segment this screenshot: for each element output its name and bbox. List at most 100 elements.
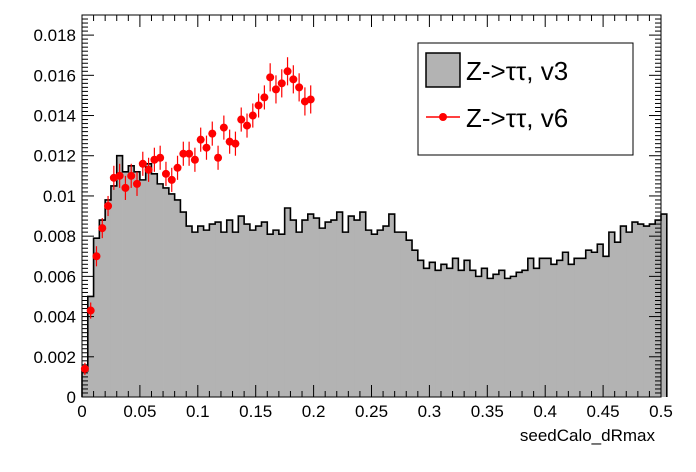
histogram-bar (186, 226, 193, 397)
v6-point (271, 85, 280, 94)
histogram-bar (504, 278, 511, 397)
y-tick-label: 0.012 (33, 147, 76, 166)
histogram-bar (516, 272, 523, 397)
x-tick-label: 0.1 (186, 402, 210, 421)
histogram-bar (284, 208, 291, 397)
histogram-bar (429, 262, 436, 397)
histogram-bar (267, 234, 274, 397)
histogram-bar (400, 232, 407, 397)
x-tick-label: 0.45 (587, 402, 620, 421)
histogram-bar (244, 224, 251, 397)
v6-point (173, 163, 182, 172)
histogram-bar (643, 226, 650, 397)
legend-v3-swatch (425, 52, 461, 88)
histogram-bar (197, 226, 204, 397)
histogram-bar (296, 232, 303, 397)
histogram-bar (545, 258, 552, 397)
histogram-bar (377, 230, 384, 397)
histogram-bar (487, 278, 494, 397)
histogram-bar (522, 270, 529, 397)
histogram-bar (498, 270, 506, 397)
histogram-bar (99, 220, 106, 397)
v6-point (156, 153, 165, 162)
histogram-bar (82, 370, 89, 397)
legend-v6-label: Z->ττ, v6 (466, 103, 568, 133)
y-tick-label: 0.016 (33, 66, 76, 85)
histogram-bar (388, 214, 396, 397)
histogram-bar (649, 224, 656, 397)
x-axis-title: seedCalo_dRmax (520, 426, 656, 445)
histogram-bar (412, 250, 419, 397)
v6-point (196, 135, 205, 144)
histogram-bar (209, 224, 216, 397)
histogram-bar (493, 274, 500, 397)
x-tick-label: 0.5 (649, 402, 673, 421)
v6-point (306, 95, 315, 104)
x-tick-label: 0.35 (471, 402, 504, 421)
histogram-bar (452, 258, 459, 397)
histogram-bar (632, 222, 639, 397)
histogram-bar (550, 264, 558, 397)
axis-ticks (81, 14, 662, 398)
v6-point (260, 93, 269, 102)
histogram-bar (145, 163, 152, 397)
histogram-bar (637, 224, 645, 397)
histogram-bar (446, 268, 453, 397)
v6-point (208, 129, 217, 138)
histogram-bar (180, 212, 187, 397)
v6-point (98, 224, 107, 233)
histogram-bar (134, 171, 141, 397)
v6-point (179, 149, 188, 158)
x-tick-label: 0.3 (418, 402, 442, 421)
v6-point (86, 306, 95, 315)
v6-point (161, 169, 170, 178)
v6-point (243, 121, 252, 130)
histogram-bar (406, 240, 413, 397)
v6-point (237, 115, 246, 124)
histogram-bar (527, 258, 535, 397)
histogram-bar (614, 242, 621, 397)
histogram-bar (330, 220, 338, 397)
histogram-bar (574, 258, 581, 397)
histogram-bar (417, 260, 425, 397)
histogram-bar (394, 232, 401, 397)
histogram-bar (562, 252, 569, 397)
histogram-bar (440, 264, 448, 397)
histogram-bar (556, 260, 563, 397)
histogram-bar (626, 232, 633, 397)
histogram-bar (122, 171, 129, 397)
histogram-bar (157, 183, 164, 397)
v6-point (277, 79, 286, 88)
v6-point (231, 139, 240, 148)
histogram-bar (319, 228, 326, 397)
x-tick-label: 0.4 (533, 402, 557, 421)
histogram-bar (105, 199, 112, 397)
v6-point (266, 73, 275, 82)
histogram-bar (273, 230, 280, 397)
histogram-bar (383, 226, 390, 397)
v6-point (92, 252, 101, 261)
v6-point (289, 75, 298, 84)
histogram-bar (325, 222, 332, 397)
y-tick-label: 0.018 (33, 26, 76, 45)
histogram-bar (568, 264, 575, 397)
x-tick-label: 0 (77, 402, 86, 421)
histogram-bar (336, 212, 343, 397)
histogram-bar (371, 234, 378, 397)
histogram-bar (435, 270, 442, 397)
v6-point (80, 364, 89, 373)
histogram-bar (163, 187, 170, 397)
histogram-bar (255, 226, 262, 397)
v6-point (167, 175, 176, 184)
histogram-bar (603, 256, 610, 397)
histogram-bar (423, 268, 430, 397)
x-tick-labels: 0 0.05 0.1 0.15 0.2 0.25 0.3 0.35 0.4 0.45 0.5 (77, 402, 673, 421)
histogram-bar (597, 244, 604, 397)
histogram-bar (215, 222, 222, 397)
y-tick-label: 0 (67, 388, 76, 407)
v6-point (248, 111, 257, 120)
histogram-bar (226, 220, 233, 397)
histogram-bar (116, 155, 123, 397)
histogram-outline (81, 154, 668, 397)
